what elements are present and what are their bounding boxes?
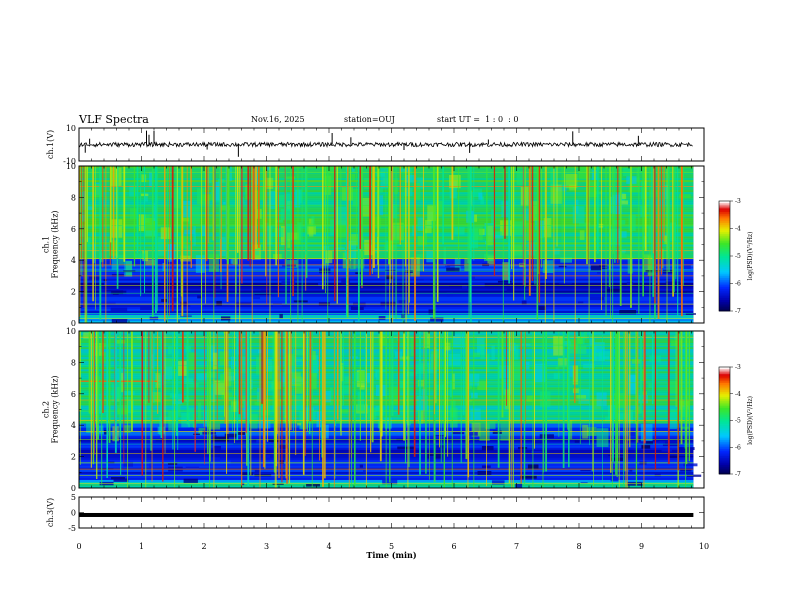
svg-text:Frequency (kHz): Frequency (kHz) (51, 375, 60, 443)
xtick-2: 2 (201, 542, 206, 551)
ch1-colorbar-tick--7: -7 (735, 308, 741, 315)
ch1-colorbar-tick--4: -4 (735, 226, 741, 233)
ch2-colorbar-tick--5: -5 (735, 418, 741, 425)
ch1-spectrogram-ytick-10: 10 (66, 162, 76, 171)
date-label: Nov.16, 2025 (251, 115, 305, 124)
start-ut-label: start UT = 1 : 0 : 0 (437, 115, 519, 124)
ch1-spectrogram-image (78, 166, 696, 324)
x-axis-label: Time (min) (366, 550, 416, 560)
svg-text:ch.2: ch.2 (42, 401, 51, 418)
ch2-colorbar-label: log(PSD)(V²/Hz) (747, 396, 754, 445)
ch1-spectrogram-y-axis-label: ch.1 Frequency (kHz) (42, 210, 60, 278)
xtick-6: 6 (451, 542, 456, 551)
ch1-spectrogram-ytick-6: 6 (71, 225, 76, 234)
ch1-waveform-ytick-10: 10 (66, 124, 76, 133)
svg-text:log(PSD)(V²/Hz): log(PSD)(V²/Hz) (747, 232, 754, 281)
svg-text:ch.1(V): ch.1(V) (46, 130, 55, 159)
xtick-1: 1 (139, 542, 144, 551)
ch2-spectrogram-ytick-2: 2 (71, 453, 76, 462)
ch3-waveform-ytick-0: 0 (71, 509, 76, 518)
ch1-colorbar-label: log(PSD)(V²/Hz) (747, 232, 754, 281)
svg-text:Frequency (kHz): Frequency (kHz) (51, 210, 60, 278)
ch1-colorbar (719, 201, 730, 312)
xtick-5: 5 (389, 542, 394, 551)
xtick-8: 8 (576, 542, 581, 551)
ch2-colorbar-tick--4: -4 (735, 391, 741, 398)
ch2-colorbar-tick--6: -6 (735, 444, 741, 451)
ch1-spectrogram-ytick-2: 2 (71, 288, 76, 297)
svg-text:log(PSD)(V²/Hz): log(PSD)(V²/Hz) (747, 396, 754, 445)
xtick-10: 10 (699, 542, 709, 551)
ch2-spectrogram-ytick-6: 6 (71, 390, 76, 399)
ch1-spectrogram-ytick-8: 8 (71, 193, 76, 202)
ch1-waveform-trace (78, 141, 693, 149)
ch3-waveform-ytick--5: -5 (68, 524, 76, 533)
ch1-spectrogram-ytick-4: 4 (71, 256, 76, 265)
ch2-colorbar (719, 367, 730, 475)
ch2-spectrogram-ytick-8: 8 (71, 358, 76, 367)
figure-title: VLF Spectra (79, 113, 149, 126)
ch1-y-axis-label: ch.1(V) (46, 130, 55, 159)
ch2-colorbar-tick--7: -7 (735, 471, 741, 478)
ch1-colorbar-tick--6: -6 (735, 281, 741, 288)
ch1-spectrogram-ytick-0: 0 (71, 319, 76, 328)
svg-text:ch.3(V): ch.3(V) (46, 498, 55, 527)
ch2-colorbar-tick--3: -3 (735, 364, 741, 371)
ch2-spectrogram-ytick-4: 4 (71, 421, 76, 430)
xtick-9: 9 (639, 542, 644, 551)
ch3-waveform-ytick-5: 5 (71, 493, 76, 502)
svg-text:ch.1: ch.1 (42, 236, 51, 253)
ch2-spectrogram-y-axis-label: ch.2 Frequency (kHz) (42, 375, 60, 443)
ch3-y-axis-label: ch.3(V) (46, 498, 55, 527)
xtick-0: 0 (76, 542, 81, 551)
ch1-waveform-ytick--10: -10 (63, 157, 76, 166)
ch2-spectrogram-ytick-0: 0 (71, 484, 76, 493)
xtick-7: 7 (514, 542, 519, 551)
ch1-colorbar-tick--3: -3 (735, 198, 741, 205)
station-label: station=OUJ (344, 115, 395, 124)
ch2-spectrogram-ytick-10: 10 (66, 327, 76, 336)
xtick-3: 3 (264, 542, 269, 551)
xtick-4: 4 (326, 542, 331, 551)
ch2-spectrogram-image (78, 331, 702, 489)
ch1-colorbar-tick--5: -5 (735, 253, 741, 260)
ch3-waveform-trace (79, 512, 694, 517)
